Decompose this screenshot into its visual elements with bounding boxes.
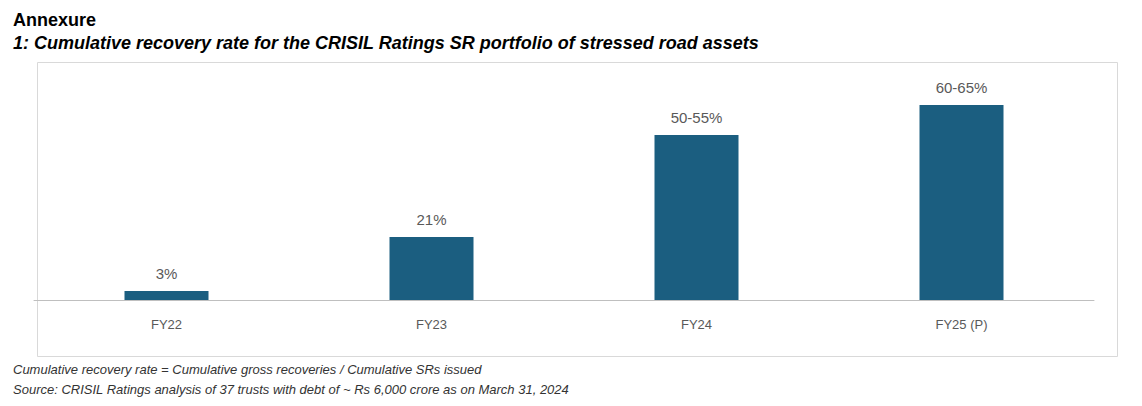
svg-text:Source: CRISIL Ratings analysi: Source: CRISIL Ratings analysis of 37 tr… (13, 382, 569, 397)
svg-text:1: Cumulative recovery rate fo: 1: Cumulative recovery rate for the CRIS… (13, 33, 759, 53)
svg-text:FY22: FY22 (151, 317, 182, 332)
svg-text:60-65%: 60-65% (936, 79, 988, 96)
svg-text:FY23: FY23 (416, 317, 447, 332)
svg-text:21%: 21% (416, 211, 446, 228)
svg-text:3%: 3% (156, 265, 178, 282)
svg-text:Annexure: Annexure (13, 10, 96, 30)
svg-text:FY24: FY24 (681, 317, 712, 332)
svg-text:FY25 (P): FY25 (P) (935, 317, 987, 332)
svg-text:Cumulative recovery rate = Cum: Cumulative recovery rate = Cumulative gr… (13, 362, 482, 377)
svg-text:50-55%: 50-55% (671, 109, 723, 126)
